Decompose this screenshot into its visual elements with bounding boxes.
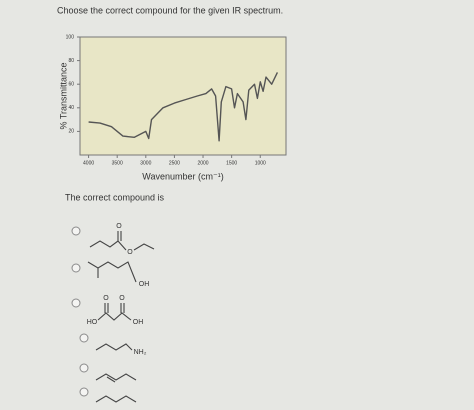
y-tick-label: 100: [66, 34, 75, 40]
structure[interactable]: NH₂: [95, 343, 147, 356]
radio[interactable]: [71, 263, 81, 273]
prompt: The correct compound is: [65, 192, 165, 202]
radio[interactable]: [71, 298, 81, 308]
x-tick-label: 3500: [112, 160, 123, 166]
spectrum-line: [88, 72, 279, 142]
ir-chart: 20 40 60 80 100 4000 3500 3000 2500 2000 1500 1000 W…: [58, 34, 287, 181]
atom-label: O: [103, 295, 109, 302]
x-tick-label: 4000: [83, 160, 94, 166]
y-tick-label: 40: [68, 105, 74, 111]
atom-label: NH₂: [134, 349, 147, 356]
bond: [97, 312, 132, 321]
structure[interactable]: OH: [87, 261, 150, 288]
atom-label: O: [127, 249, 133, 256]
x-tick-label: 1500: [226, 160, 237, 166]
bond: [133, 243, 155, 251]
x-tick-label: 3000: [140, 160, 151, 166]
structure[interactable]: [95, 395, 137, 403]
bond: [89, 240, 127, 251]
atom-label: OH: [133, 319, 144, 326]
atom-label: O: [116, 223, 122, 230]
bond: [95, 343, 133, 351]
x-axis-label: Wavenumber (cm⁻¹): [142, 171, 223, 181]
radio[interactable]: [71, 226, 81, 236]
structure[interactable]: O O: [89, 223, 155, 256]
structure[interactable]: [95, 373, 137, 383]
structure[interactable]: O O HO OH: [87, 295, 144, 326]
y-axis-label: % Transmittance: [58, 62, 68, 129]
bond: [95, 395, 137, 403]
bond: [106, 376, 116, 383]
bond: [95, 373, 137, 381]
bond: [87, 261, 137, 283]
y-tick-label: 80: [68, 58, 74, 64]
radio[interactable]: [79, 333, 89, 343]
y-tick-label: 60: [68, 82, 74, 88]
x-tick-label: 2500: [169, 160, 180, 166]
question: Choose the correct compound for the give…: [57, 5, 283, 15]
plot-area: [79, 36, 287, 156]
radio[interactable]: [79, 363, 89, 373]
radio[interactable]: [79, 387, 89, 397]
x-tick-label: 2000: [197, 160, 208, 166]
atom-label: OH: [139, 281, 150, 288]
x-tick-label: 1000: [255, 160, 266, 166]
atom-label: O: [119, 295, 125, 302]
y-tick-label: 20: [68, 129, 74, 135]
atom-label: HO: [87, 319, 98, 326]
